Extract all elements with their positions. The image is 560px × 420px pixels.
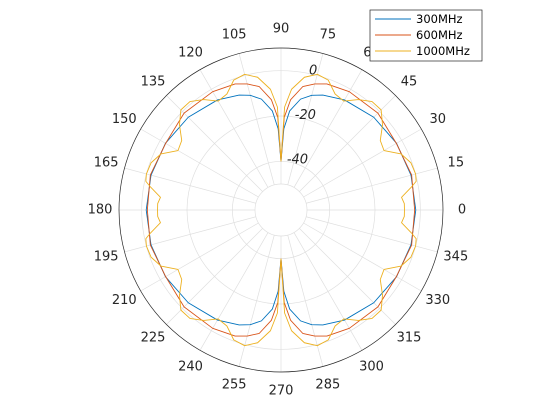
radius-tick-label: -40 bbox=[287, 153, 308, 168]
polar-grid bbox=[118, 47, 444, 373]
radius-gridline bbox=[254, 183, 308, 237]
series-layer bbox=[145, 73, 417, 347]
legend: 300MHz 600MHz 1000MHz bbox=[369, 9, 483, 62]
angle-tick-label: 345 bbox=[443, 249, 468, 264]
angle-tick-label: 0 bbox=[458, 203, 466, 218]
angle-tick-label: 120 bbox=[178, 46, 203, 61]
outer-ring bbox=[118, 47, 444, 373]
angle-tick-label: 150 bbox=[112, 112, 137, 127]
angle-tick-label: 15 bbox=[448, 156, 465, 171]
angle-tick-label: 45 bbox=[401, 75, 418, 90]
series-line-600MHz bbox=[146, 83, 416, 337]
angle-tick-label: 315 bbox=[397, 330, 422, 345]
legend-label: 300MHz bbox=[416, 12, 463, 26]
legend-label: 600MHz bbox=[416, 28, 463, 42]
angle-tick-label: 330 bbox=[425, 293, 450, 308]
radius-gridline bbox=[186, 115, 376, 305]
radius-tick-label: 0 bbox=[309, 63, 317, 78]
series-line-300MHz bbox=[145, 94, 417, 326]
angle-tick-label: 105 bbox=[222, 28, 247, 43]
angle-tick-label: 75 bbox=[320, 28, 337, 43]
angle-tick-label: 210 bbox=[112, 293, 137, 308]
angle-tick-label: 135 bbox=[141, 75, 166, 90]
radius-tick-labels: 0 -20 -40 bbox=[287, 63, 318, 167]
angle-tick-label: 90 bbox=[273, 22, 290, 37]
angle-tick-label: 270 bbox=[269, 384, 294, 399]
angle-tick-label: 225 bbox=[141, 330, 166, 345]
legend-label: 1000MHz bbox=[416, 44, 470, 58]
angle-tick-label: 30 bbox=[429, 112, 446, 127]
radius-tick-label: -20 bbox=[295, 108, 316, 123]
angle-tick-label: 255 bbox=[222, 377, 247, 392]
radius-gridline bbox=[231, 160, 331, 260]
angle-tick-label: 165 bbox=[94, 156, 119, 171]
radius-gridline bbox=[141, 70, 421, 350]
angle-tick-label: 195 bbox=[94, 249, 119, 264]
series-line-1000MHz bbox=[145, 73, 417, 347]
angle-tick-label: 285 bbox=[315, 377, 340, 392]
angle-tick-label: 300 bbox=[359, 359, 384, 374]
angle-tick-label: 240 bbox=[178, 359, 203, 374]
angle-tick-label: 180 bbox=[88, 203, 113, 218]
